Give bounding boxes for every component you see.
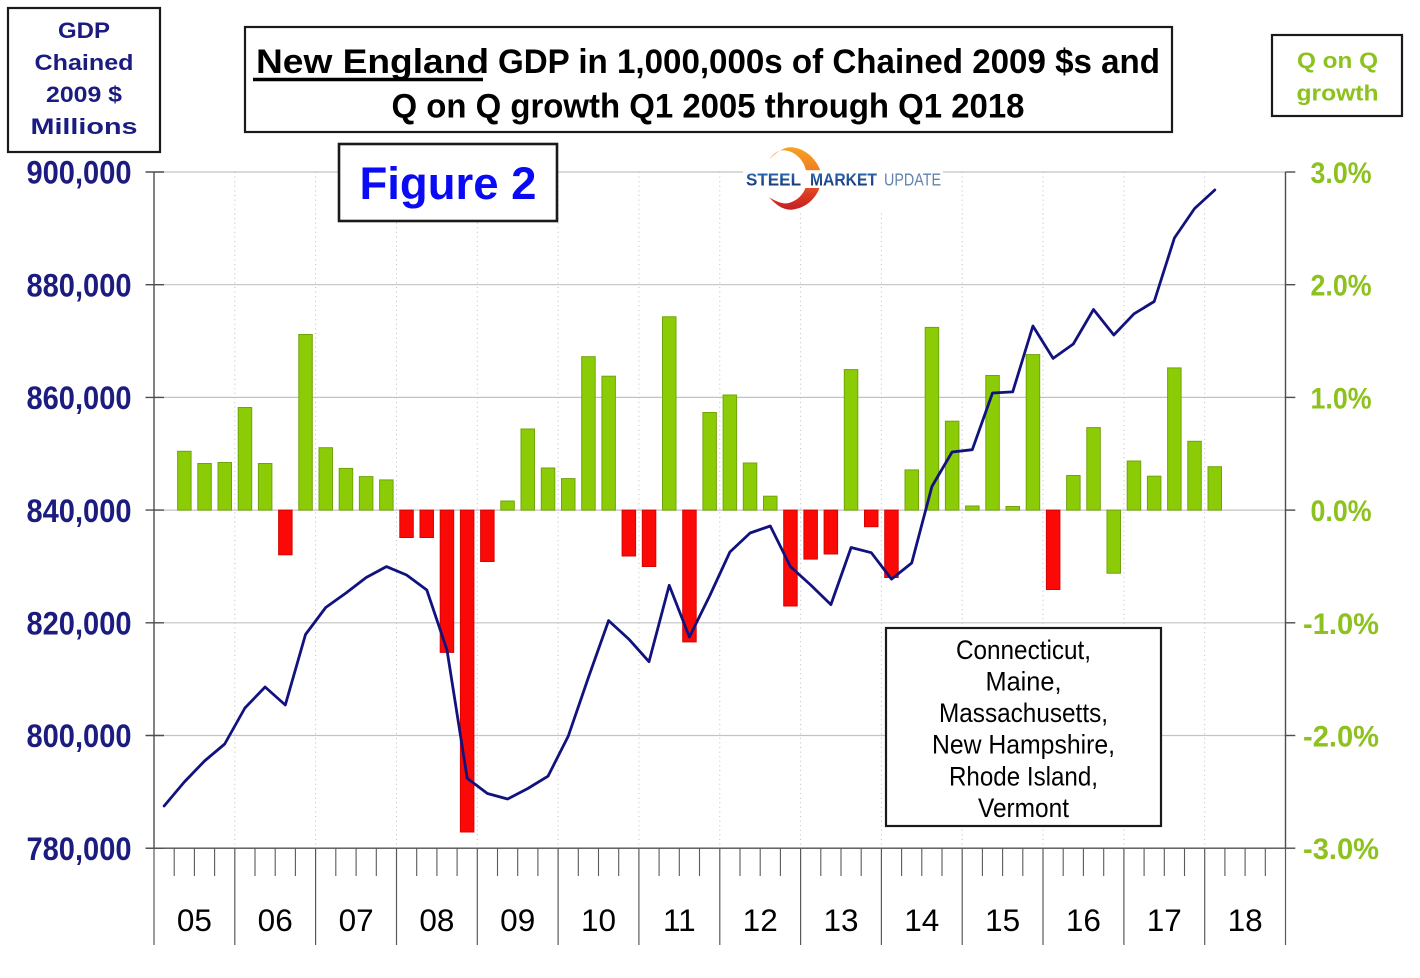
svg-text:Figure 2: Figure 2 <box>360 158 537 209</box>
svg-text:840,000: 840,000 <box>27 493 132 529</box>
svg-text:800,000: 800,000 <box>27 718 132 754</box>
svg-text:-3.0%: -3.0% <box>1303 833 1379 866</box>
svg-text:15: 15 <box>985 902 1020 938</box>
svg-text:1.0%: 1.0% <box>1311 382 1372 415</box>
svg-text:GDP in 1,000,000s of Chained 2: GDP in 1,000,000s of Chained 2009 $s and <box>498 43 1160 81</box>
svg-text:-1.0%: -1.0% <box>1303 608 1379 641</box>
svg-text:880,000: 880,000 <box>27 267 132 303</box>
svg-text:08: 08 <box>419 902 454 938</box>
svg-text:06: 06 <box>258 902 293 938</box>
svg-text:STEEL: STEEL <box>746 170 801 190</box>
svg-text:900,000: 900,000 <box>27 155 132 191</box>
svg-text:12: 12 <box>743 902 778 938</box>
svg-text:growth: growth <box>1297 81 1379 106</box>
svg-text:New England: New England <box>256 43 489 81</box>
svg-text:Massachusetts,: Massachusetts, <box>939 698 1108 728</box>
svg-text:Connecticut,: Connecticut, <box>956 635 1091 665</box>
svg-text:Rhode Island,: Rhode Island, <box>949 761 1098 791</box>
svg-text:3.0%: 3.0% <box>1311 157 1372 190</box>
svg-text:09: 09 <box>500 902 535 938</box>
svg-text:New Hampshire,: New Hampshire, <box>932 730 1115 760</box>
svg-text:13: 13 <box>823 902 858 938</box>
svg-text:05: 05 <box>177 902 212 938</box>
svg-text:780,000: 780,000 <box>27 831 132 867</box>
svg-text:-2.0%: -2.0% <box>1303 721 1379 754</box>
svg-text:Chained: Chained <box>35 50 134 75</box>
svg-text:860,000: 860,000 <box>27 380 132 416</box>
svg-text:Q on Q growth Q1 2005 through: Q on Q growth Q1 2005 through Q1 2018 <box>392 88 1025 126</box>
svg-text:Millions: Millions <box>31 114 138 139</box>
svg-text:GDP: GDP <box>58 18 110 43</box>
svg-text:MARKET: MARKET <box>810 170 877 190</box>
svg-text:07: 07 <box>339 902 374 938</box>
svg-text:820,000: 820,000 <box>27 606 132 642</box>
svg-text:0.0%: 0.0% <box>1311 495 1372 528</box>
svg-text:11: 11 <box>663 902 696 938</box>
svg-text:10: 10 <box>581 902 616 938</box>
svg-text:Maine,: Maine, <box>986 667 1062 697</box>
svg-text:UPDATE: UPDATE <box>884 170 941 190</box>
svg-text:Q on Q: Q on Q <box>1297 48 1378 73</box>
svg-text:2.0%: 2.0% <box>1311 270 1372 303</box>
svg-text:18: 18 <box>1228 902 1263 938</box>
svg-text:14: 14 <box>904 902 939 938</box>
svg-text:16: 16 <box>1066 902 1101 938</box>
svg-text:Vermont: Vermont <box>978 793 1070 823</box>
svg-text:2009 $: 2009 $ <box>46 82 122 107</box>
svg-text:17: 17 <box>1147 902 1182 938</box>
